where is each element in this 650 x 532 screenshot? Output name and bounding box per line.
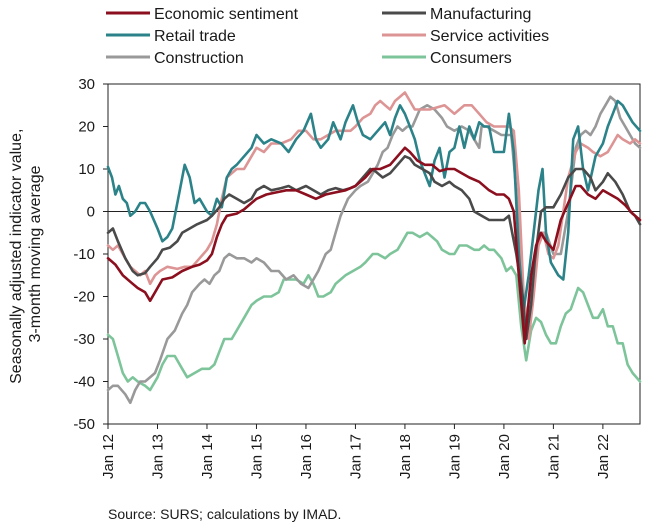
y-tick-label: -20 [73,289,95,306]
legend: Economic sentiment Manufacturing Retail tr… [106,6,549,67]
legend-label-service-activities: Service activities [430,28,549,45]
x-tick-label: Jan 16 [298,434,315,479]
legend-label-economic-sentiment: Economic sentiment [154,6,299,23]
legend-label-construction: Construction [154,50,244,67]
series-line-economic-sentiment [106,146,642,345]
y-axis-title-line-2: 3-month moving average [27,165,44,342]
line-chart: Economic sentiment Manufacturing Retail tr… [8,6,642,479]
series-line-retail-trade [106,99,642,311]
y-tick-label: -30 [73,331,95,348]
series-line-service-activities [106,91,642,341]
series-line-consumers [106,231,642,392]
y-tick-label: -50 [73,416,95,433]
y-tick-label: 0 [87,204,95,221]
x-tick-label: Jan 12 [100,434,117,479]
y-tick-label: -40 [73,374,95,391]
series-line-construction [106,95,642,405]
y-axis-title-line-1: Seasonally adjusted indicator value, [8,129,25,384]
x-tick-label: Jan 20 [496,434,513,479]
y-tick-label: -10 [73,246,95,263]
legend-label-retail-trade: Retail trade [154,28,236,45]
x-tick-label: Jan 19 [446,434,463,479]
y-tick-label: 20 [78,119,95,136]
x-tick-label: Jan 22 [595,434,612,479]
legend-label-manufacturing: Manufacturing [430,6,531,23]
series-lines [106,91,642,405]
x-tick-label: Jan 18 [397,434,414,479]
x-tick-label: Jan 21 [545,434,562,479]
x-tick-label: Jan 14 [199,434,216,479]
y-axis-title: Seasonally adjusted indicator value, 3-m… [8,124,44,384]
y-tick-label: 30 [78,76,95,93]
legend-label-consumers: Consumers [430,50,512,67]
source-note: Source: SURS; calculations by IMAD. [108,506,342,522]
y-tick-label: 10 [78,161,95,178]
x-tick-label: Jan 15 [248,434,265,479]
y-axis-ticks: 30 20 10 0 -10 -20 -30 -40 -50 [73,76,108,433]
series-line-manufacturing [106,155,642,341]
x-tick-label: Jan 17 [347,434,364,479]
x-axis-ticks: Jan 12 Jan 13 Jan 14 Jan 15 Jan 16 Jan 17 Jan … [100,424,612,479]
x-tick-label: Jan 13 [149,434,166,479]
